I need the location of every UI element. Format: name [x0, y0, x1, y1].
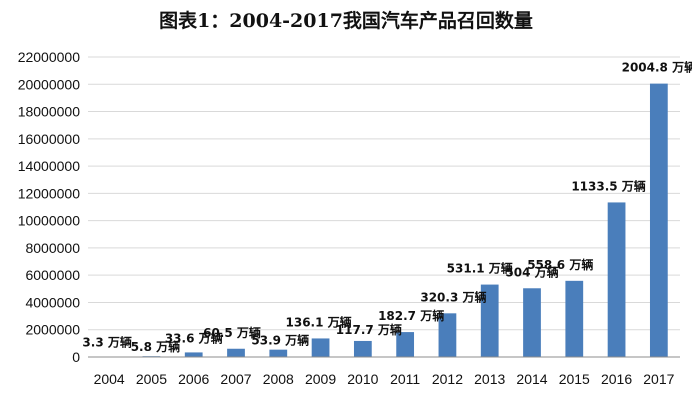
x-tick-label: 2006 [178, 371, 209, 387]
y-tick-label: 10000000 [18, 213, 81, 229]
bar [227, 348, 245, 357]
y-tick-label: 18000000 [18, 104, 81, 120]
bar [438, 313, 457, 357]
data-label: 53.9 万辆 [251, 333, 309, 348]
y-tick-label: 0 [72, 349, 80, 365]
data-label: 2004.8 万辆 [622, 60, 692, 75]
x-tick-label: 2017 [643, 371, 674, 387]
y-tick-label: 22000000 [18, 49, 81, 65]
x-tick-label: 2010 [347, 371, 378, 387]
x-tick-label: 2009 [305, 371, 336, 387]
data-label: 33.6 万辆 [165, 330, 223, 345]
x-tick-label: 2007 [220, 371, 251, 387]
y-tick-label: 6000000 [25, 267, 80, 283]
bar [607, 202, 626, 357]
gridlines [88, 56, 680, 331]
bars [100, 83, 668, 358]
data-label: 3.3 万辆 [82, 335, 131, 350]
bar [311, 338, 330, 357]
data-label: 5.8 万辆 [131, 339, 180, 354]
y-tick-label: 20000000 [18, 76, 81, 92]
x-tick-label: 2013 [474, 371, 505, 387]
data-label: 558.6 万辆 [527, 257, 593, 272]
bar [565, 280, 584, 357]
y-tick-label: 16000000 [18, 131, 81, 147]
y-axis-ticks: 0 2000000 4000000 6000000 8000000 10000000 120… [18, 49, 81, 365]
data-label: 1133.5 万辆 [571, 178, 646, 193]
bar [184, 352, 203, 357]
bar [480, 284, 499, 357]
bar [396, 332, 415, 357]
y-tick-label: 14000000 [18, 158, 81, 174]
data-label: 60.5 万辆 [203, 325, 261, 340]
x-tick-label: 2016 [601, 371, 632, 387]
x-tick-label: 2012 [432, 371, 463, 387]
data-label: 504 万辆 [505, 264, 558, 279]
x-tick-label: 2011 [390, 371, 420, 387]
data-label: 182.7 万辆 [378, 308, 444, 323]
bar [353, 340, 372, 357]
bar [649, 83, 668, 358]
x-tick-label: 2015 [559, 371, 590, 387]
data-label: 117.7 万辆 [336, 322, 402, 337]
chart-title: 图表1：2004-2017我国汽车产品召回数量 [159, 9, 533, 32]
data-label: 531.1 万辆 [447, 261, 513, 276]
x-tick-label: 2014 [516, 371, 547, 387]
y-tick-label: 8000000 [25, 240, 80, 256]
y-tick-label: 2000000 [25, 322, 80, 338]
x-axis-ticks: 2004 2005 2006 2007 2008 2009 2010 2011 2012 2013… [94, 371, 675, 387]
x-tick-label: 2005 [136, 371, 167, 387]
y-tick-label: 4000000 [25, 294, 80, 310]
x-tick-label: 2008 [263, 371, 294, 387]
y-tick-label: 12000000 [18, 185, 81, 201]
bar [523, 288, 541, 357]
data-label: 136.1 万辆 [286, 314, 352, 329]
bar [269, 349, 288, 357]
x-tick-label: 2004 [94, 371, 125, 387]
data-label: 320.3 万辆 [420, 289, 486, 304]
